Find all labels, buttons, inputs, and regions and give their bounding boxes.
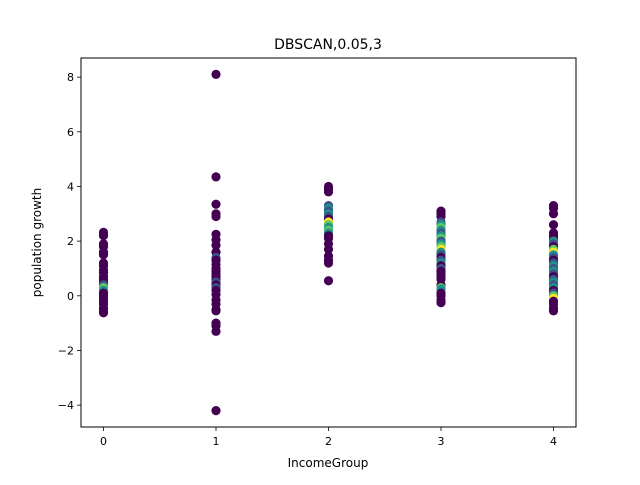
data-point	[323, 187, 334, 197]
x-axis-label: IncomeGroup	[288, 456, 369, 470]
data-point	[436, 298, 446, 308]
y-axis-ticks: −4 −2 0 2 4 6 8	[58, 71, 81, 412]
data-point	[211, 211, 221, 222]
chart-title: DBSCAN,0.05,3	[274, 37, 382, 53]
data-point	[323, 276, 334, 286]
y-tick-label: 6	[67, 126, 74, 139]
y-axis-label: population growth	[30, 188, 44, 297]
data-point	[548, 220, 559, 230]
x-tick-label: 3	[438, 435, 445, 448]
x-tick-label: 2	[325, 435, 332, 448]
data-point	[548, 209, 559, 219]
x-tick-label: 0	[100, 435, 107, 448]
data-point	[211, 306, 221, 316]
x-tick-label: 4	[550, 435, 557, 448]
y-tick-label: −4	[58, 399, 74, 412]
data-point	[548, 306, 559, 316]
plot-frame	[80, 57, 577, 428]
data-point	[98, 231, 109, 241]
data-point	[323, 244, 334, 254]
data-point	[98, 250, 109, 260]
x-axis-ticks: 0 1 2 3 4	[100, 427, 557, 448]
y-tick-label: 4	[67, 180, 74, 193]
data-point	[211, 326, 221, 336]
y-tick-label: −2	[58, 344, 74, 357]
data-point	[211, 172, 221, 182]
data-point	[211, 406, 221, 416]
points-layer	[98, 69, 559, 416]
data-point	[323, 258, 334, 268]
data-point	[98, 308, 109, 318]
y-tick-label: 8	[67, 71, 74, 84]
data-point	[211, 199, 221, 209]
y-tick-label: 0	[67, 290, 74, 303]
data-point	[211, 240, 221, 250]
y-tick-label: 2	[67, 235, 74, 248]
data-point	[211, 69, 221, 79]
x-tick-label: 1	[213, 435, 220, 448]
